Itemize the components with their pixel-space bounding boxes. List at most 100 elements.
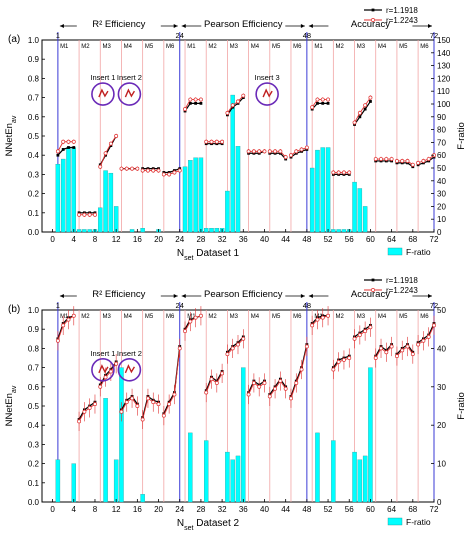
right-tick-label: 130 [437, 62, 451, 71]
series-line-r2 [78, 403, 96, 422]
series-point-r2 [379, 346, 383, 351]
series-point-r2 [341, 357, 346, 362]
f-ratio-bar [87, 229, 92, 233]
left-tick-label: 0.4 [28, 421, 40, 430]
series-point-r1 [326, 101, 330, 105]
x-tick-label: 12 [112, 235, 121, 244]
series-point-r2 [66, 317, 71, 322]
series-point-r2 [262, 149, 267, 154]
f-ratio-bar [225, 451, 230, 503]
series-line-r1 [269, 152, 287, 160]
series-line-r2 [227, 338, 244, 355]
series-point-r2 [98, 384, 103, 389]
series-point-r2 [299, 147, 304, 152]
series-point-r2 [66, 139, 71, 144]
right-tick-label: 120 [437, 74, 451, 83]
series-point-r2 [87, 212, 92, 217]
right-tick-label: 10 [437, 215, 446, 224]
series-line-r1 [269, 378, 287, 395]
series-line-r2 [57, 315, 75, 341]
x-tick-label: 40 [260, 505, 269, 514]
series-point-r1 [61, 148, 65, 151]
series-point-r2 [204, 390, 209, 395]
legend-label-r2: r=1.2243 [386, 286, 418, 295]
series-point-r2 [373, 157, 378, 161]
x-tick-label: 16 [133, 235, 142, 244]
series-point-r2 [119, 409, 124, 414]
series-point-r2 [172, 170, 177, 175]
series-line-r2 [354, 326, 371, 340]
section-title-bg [76, 287, 161, 299]
left-axis-title: NNetEnav [4, 385, 18, 426]
method-label: M5 [145, 314, 154, 320]
x-tick-label: 36 [239, 505, 248, 514]
series-point-r2 [236, 342, 240, 347]
series-line-r2 [163, 170, 180, 175]
x-tick-label: 60 [366, 235, 375, 244]
section-title: Accuracy [351, 289, 390, 300]
series-line-r1 [311, 315, 329, 324]
panel-label: (b) [8, 304, 20, 315]
series-line-r2 [163, 348, 181, 416]
f-ratio-bar [113, 206, 119, 233]
series-point-r2 [262, 381, 267, 385]
left-tick-label: 0.8 [28, 74, 40, 83]
series-point-r2 [220, 139, 225, 144]
method-label: M4 [378, 314, 387, 320]
left-tick-label: 0.1 [28, 479, 40, 488]
series-point-r2 [214, 139, 219, 144]
series-point-r2 [220, 371, 225, 376]
series-point-r2 [135, 404, 140, 408]
right-tick-label: 20 [437, 202, 446, 211]
f-ratio-bar [362, 206, 368, 233]
x-tick-label: 72 [430, 235, 439, 244]
series-line-r1 [226, 97, 244, 116]
right-tick-label: 30 [437, 383, 446, 392]
insert-circle [117, 82, 142, 106]
series-line-r2 [205, 373, 223, 393]
insert-glyph [124, 88, 136, 98]
right-tick-label: 150 [437, 36, 451, 45]
series-point-r2 [368, 95, 373, 100]
left-tick-label: 0.5 [28, 132, 40, 141]
series-line-r2 [290, 147, 308, 156]
series-line-r2 [290, 346, 308, 399]
x-tick-label: 44 [281, 235, 290, 244]
legend-label-r1: r=1.1918 [386, 276, 418, 285]
series-point-r1 [358, 115, 362, 119]
series-point-r2 [273, 149, 278, 154]
series-point-r2 [289, 153, 293, 158]
section-title-bg [76, 17, 161, 29]
right-tick-label: 40 [437, 344, 446, 353]
left-tick-label: 0.2 [28, 190, 40, 199]
series-point-r1 [194, 101, 198, 105]
series-point-r2 [119, 166, 124, 171]
series-point-r2 [82, 212, 87, 217]
section-boundary-label: 24 [176, 301, 184, 310]
right-tick-label: 20 [437, 421, 446, 430]
series-line-r1 [290, 148, 308, 158]
f-ratio-bar [331, 229, 336, 233]
method-label: M3 [357, 314, 366, 320]
section-boundary-label: 48 [303, 31, 311, 40]
series-point-r2 [82, 409, 87, 414]
f-ratio-bar [325, 147, 331, 233]
series-line-r1 [120, 395, 138, 411]
series-point-r2 [124, 166, 129, 171]
series-point-r2 [98, 164, 103, 169]
x-tick-label: 48 [302, 235, 311, 244]
insert-circle [255, 82, 279, 106]
x-tick-label: 68 [408, 505, 417, 514]
series-point-r2 [93, 402, 97, 407]
series-point-r2 [161, 172, 166, 177]
series-point-r2 [209, 377, 214, 382]
series-line-r2 [269, 380, 287, 397]
series-point-r2 [421, 159, 426, 163]
method-label: M5 [272, 314, 281, 320]
series-point-r2 [204, 139, 209, 144]
f-ratio-bar [352, 181, 357, 233]
series-point-r2 [193, 315, 198, 320]
left-tick-label: 0.0 [28, 228, 40, 237]
series-point-r2 [283, 155, 288, 160]
